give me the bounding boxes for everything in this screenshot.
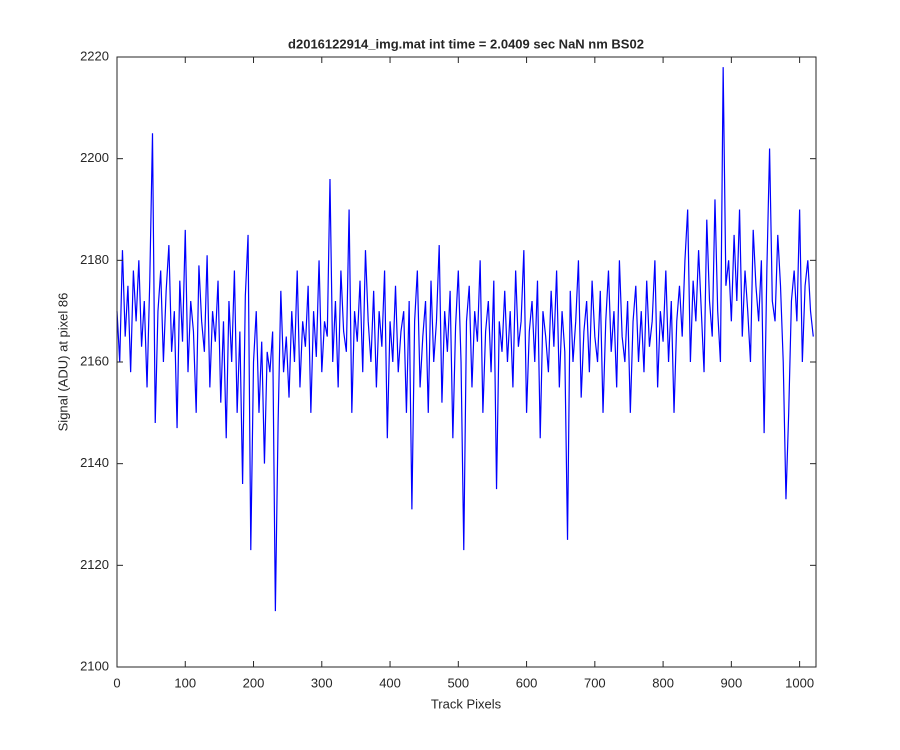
y-tick-label: 2140 bbox=[80, 455, 109, 470]
x-tick-label: 600 bbox=[516, 675, 538, 690]
y-tick-label: 2100 bbox=[80, 658, 109, 673]
x-tick-label: 400 bbox=[379, 675, 401, 690]
y-axis-label: Signal (ADU) at pixel 86 bbox=[55, 293, 70, 432]
x-tick-label: 0 bbox=[113, 675, 120, 690]
axes-box bbox=[116, 56, 817, 668]
y-tick-label: 2200 bbox=[80, 150, 109, 165]
x-tick-label: 1000 bbox=[785, 675, 814, 690]
chart-title: d2016122914_img.mat int time = 2.0409 se… bbox=[288, 36, 644, 51]
y-tick-label: 2220 bbox=[80, 48, 109, 63]
x-tick-label: 800 bbox=[652, 675, 674, 690]
x-tick-label: 500 bbox=[447, 675, 469, 690]
x-tick-label: 100 bbox=[174, 675, 196, 690]
x-axis-label: Track Pixels bbox=[431, 696, 502, 711]
y-tick-label: 2180 bbox=[80, 252, 109, 267]
x-tick-label: 700 bbox=[584, 675, 606, 690]
x-tick-label: 900 bbox=[721, 675, 743, 690]
y-tick-label: 2160 bbox=[80, 353, 109, 368]
x-tick-label: 300 bbox=[311, 675, 333, 690]
data-line bbox=[116, 67, 814, 612]
y-tick-label: 2120 bbox=[80, 557, 109, 572]
x-tick-label: 200 bbox=[243, 675, 265, 690]
